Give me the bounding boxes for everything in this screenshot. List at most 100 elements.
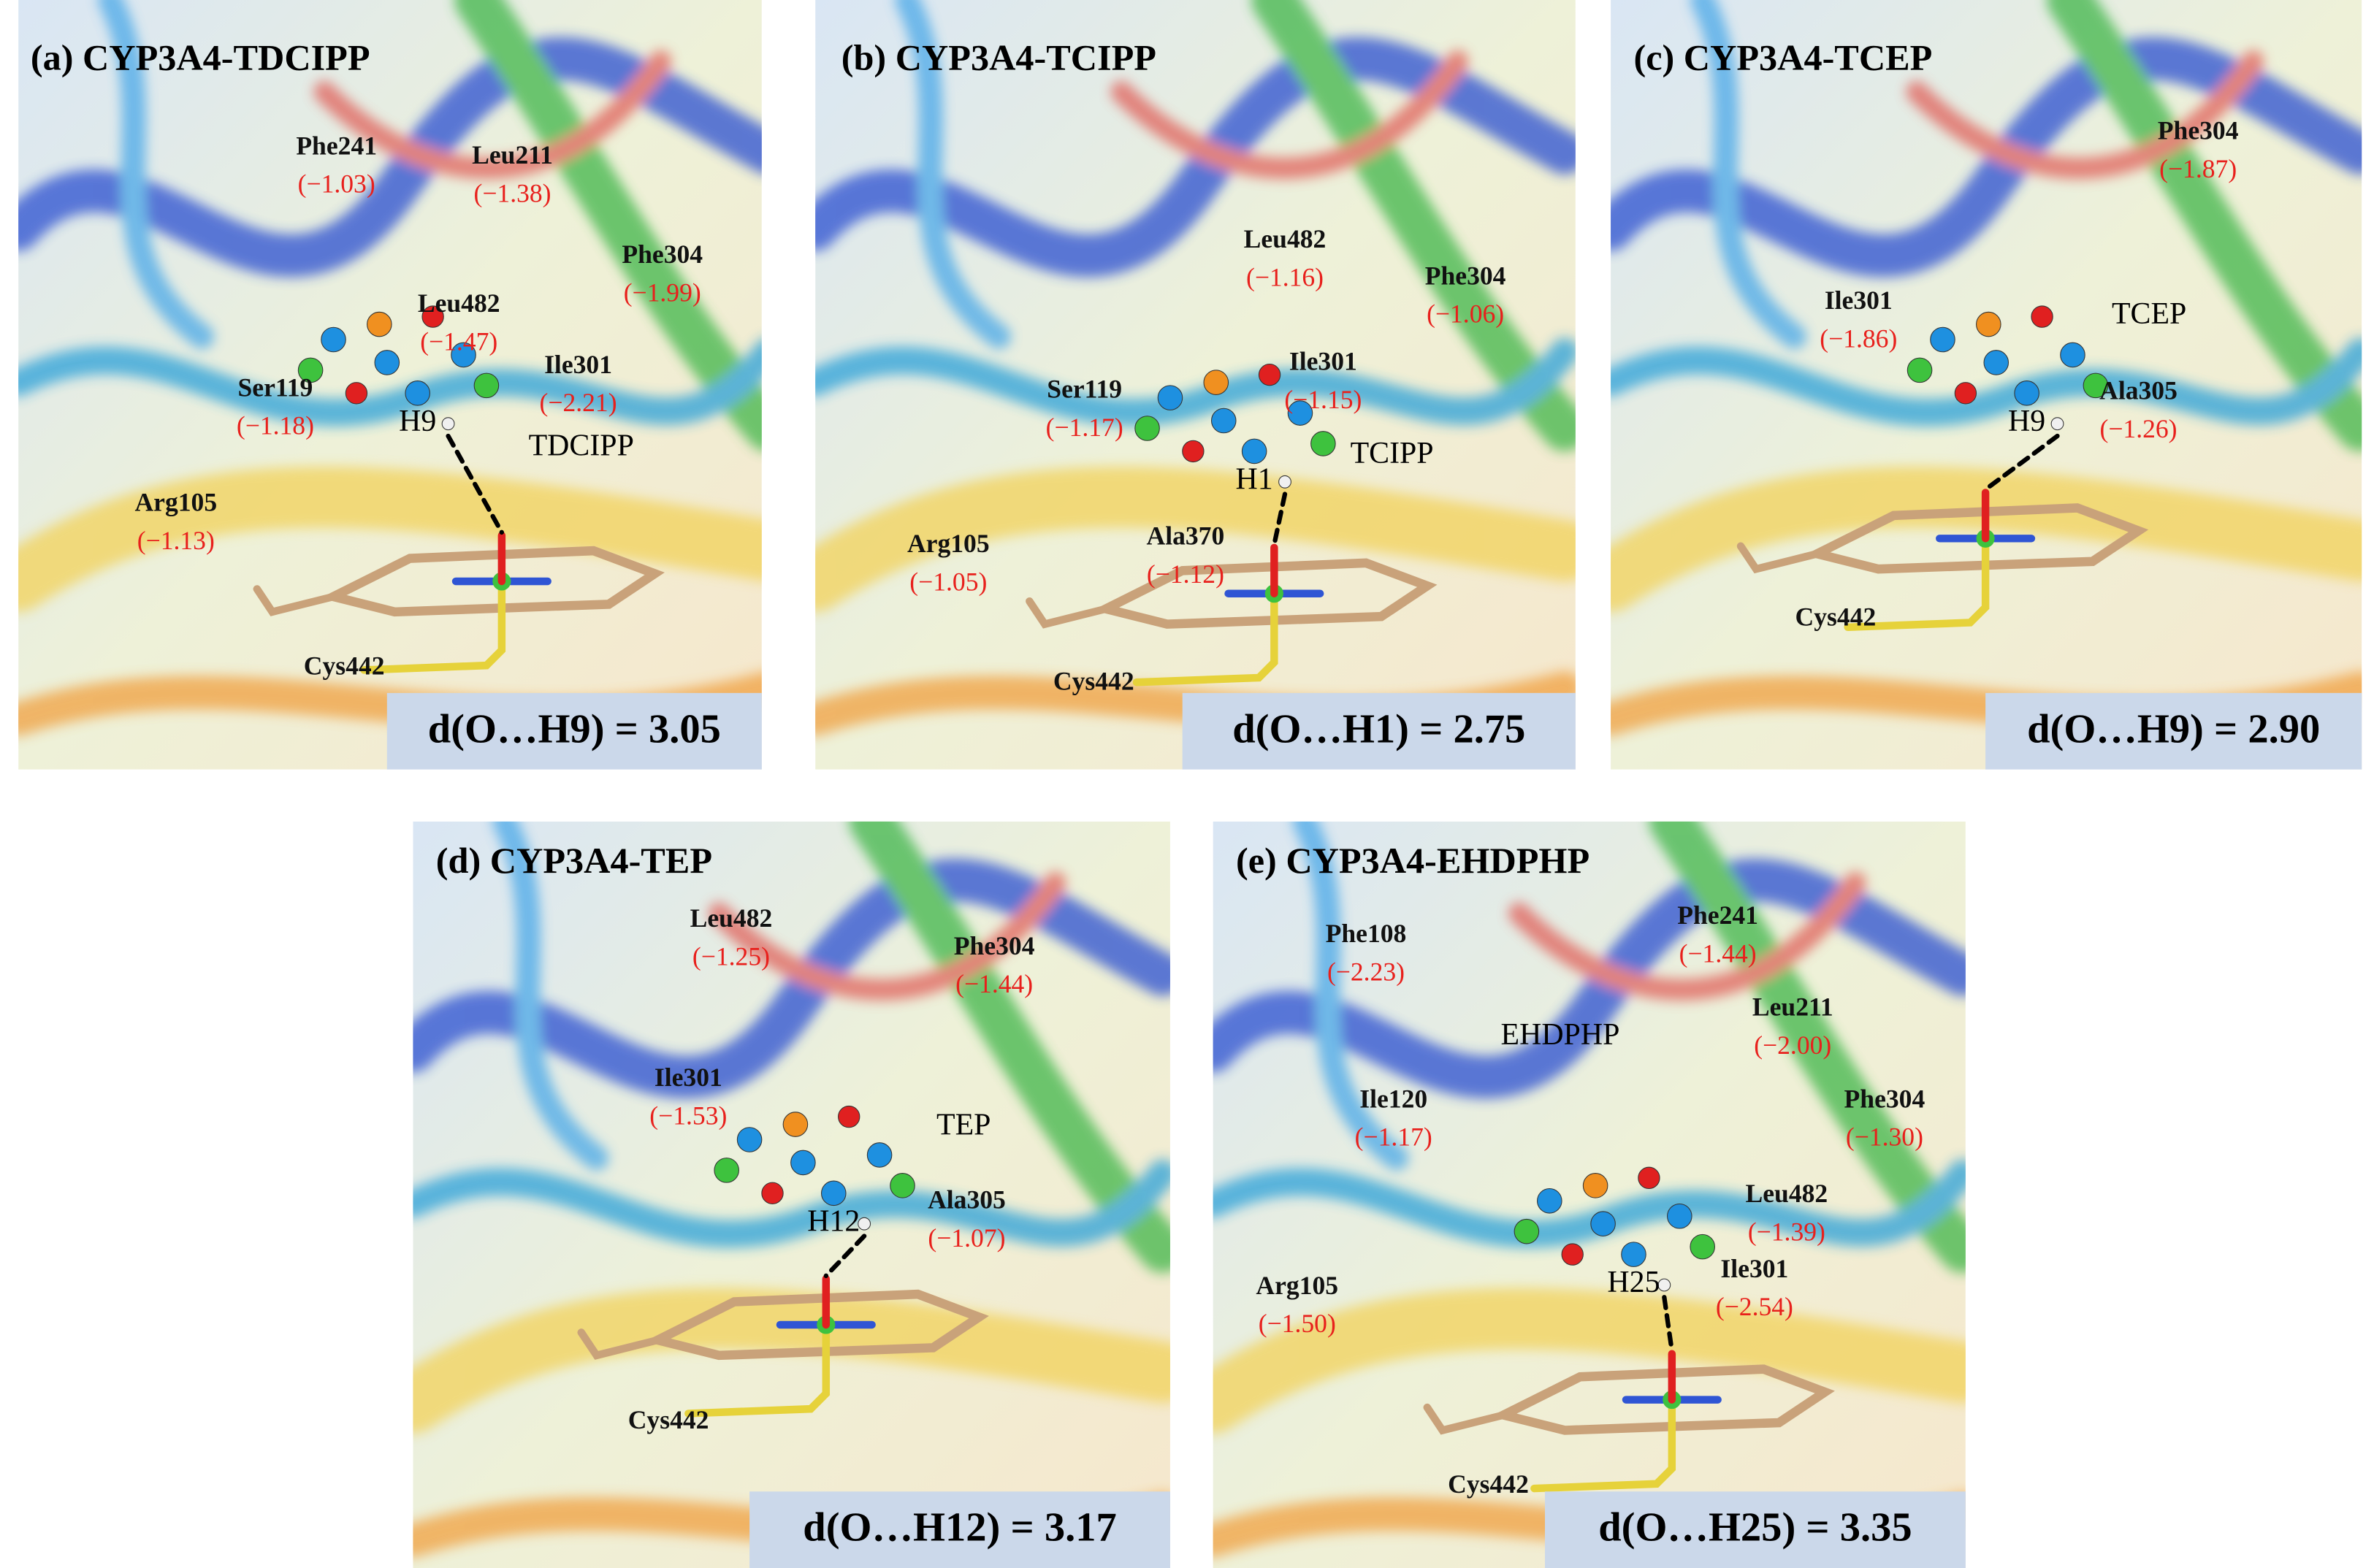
panel [18, 0, 762, 770]
residue-name: Ala305 [2099, 375, 2178, 405]
ligand-label: TDCIPP [529, 429, 634, 462]
hydrogen-label: H1 [1236, 462, 1273, 496]
ribbon [1906, 50, 2264, 180]
ligand-label: EHDPHP [1501, 1018, 1620, 1052]
atom [1210, 408, 1237, 434]
ligand [1907, 305, 2109, 431]
residue-name: Leu211 [1752, 993, 1833, 1022]
residue-name: Ile120 [1359, 1084, 1427, 1113]
ribbon [815, 466, 1576, 612]
residue-name: Leu482 [1746, 1179, 1828, 1208]
residue-energy: (−1.87) [2159, 154, 2237, 183]
residue-energy: (−1.18) [237, 411, 314, 440]
panel-title: (e) CYP3A4-EHDPHP [1236, 840, 1589, 881]
panel-title: (b) CYP3A4-TCIPP [841, 37, 1156, 77]
cys-bond [360, 577, 506, 674]
anchor-label: Cys442 [1053, 666, 1134, 695]
atom [858, 1217, 871, 1231]
ribbon [98, 0, 215, 349]
anchor-label: Cys442 [1448, 1469, 1529, 1499]
residue-name: Phe304 [622, 240, 703, 269]
atom [1157, 385, 1183, 410]
atom [367, 311, 392, 337]
ribbon [413, 1288, 1170, 1434]
atom [1690, 1234, 1715, 1260]
residue-name: Ser119 [1047, 374, 1122, 403]
residue-energy: (−1.13) [137, 526, 215, 555]
residue-energy: (−1.38) [473, 178, 551, 207]
distance-label: d(O…H12) = 3.17 [803, 1505, 1116, 1550]
residue-energy: (−1.17) [1046, 413, 1123, 442]
ribbon [1649, 821, 1966, 1273]
h-bond [1272, 492, 1288, 547]
residue-name: Phe241 [296, 131, 377, 160]
panel [1213, 821, 1966, 1568]
atom [1954, 382, 1977, 405]
ligand [1134, 363, 1336, 489]
distance-box [1985, 692, 2362, 770]
atom [451, 342, 476, 368]
distance-box [1182, 692, 1576, 770]
residue-energy: (−1.53) [649, 1101, 727, 1130]
distance-box [749, 1491, 1170, 1568]
heme-tail [253, 585, 337, 616]
heme [577, 1234, 989, 1418]
residue-name: Leu482 [690, 903, 773, 933]
residue-name: Phe304 [2158, 115, 2239, 145]
panel [815, 0, 1576, 770]
residue-energy: (−2.54) [1716, 1292, 1793, 1321]
ribbon [1508, 871, 1866, 1001]
atom [374, 350, 400, 375]
atom [1287, 400, 1313, 426]
atom [2083, 372, 2109, 399]
residue-energy: (−1.47) [420, 326, 497, 356]
ligand [297, 305, 500, 431]
ribbon [895, 0, 1012, 349]
residue-name: Leu482 [1244, 224, 1327, 253]
residue-energy: (−2.00) [1754, 1030, 1831, 1060]
heme-ring [1490, 1364, 1835, 1435]
distance-box [386, 692, 762, 770]
ribbon [313, 50, 672, 180]
atom [1667, 1203, 1692, 1229]
ribbon [1611, 337, 2362, 427]
heme [253, 433, 665, 674]
residue-energy: (−1.44) [1679, 938, 1757, 968]
atom [321, 326, 346, 353]
heme-ring [1093, 558, 1438, 629]
ligand [714, 1105, 915, 1231]
atom [1983, 350, 2009, 375]
residue-energy: (−1.25) [692, 942, 770, 971]
hydrogen-label: H25 [1607, 1266, 1660, 1299]
ribbon [492, 821, 609, 1171]
h-bond [446, 433, 504, 535]
heme-tail [577, 1328, 662, 1360]
ribbon [18, 466, 762, 612]
panel-title: (c) CYP3A4-TCEP [1633, 37, 1932, 77]
ribbon [1251, 0, 1576, 451]
atom [736, 1127, 763, 1152]
cys-bond [684, 1320, 831, 1418]
residue-name: Ile301 [1289, 347, 1357, 376]
residue-name: Ser119 [238, 372, 313, 402]
atom [1537, 1188, 1562, 1214]
heme [1423, 1295, 1835, 1493]
residue-name: Phe304 [1425, 261, 1506, 290]
ligand-label: TCEP [2112, 297, 2186, 331]
cys-bond [1530, 1396, 1676, 1493]
residue-energy: (−1.44) [955, 969, 1033, 998]
cys-bond [1844, 535, 1990, 632]
residue-name: Phe241 [1677, 900, 1758, 930]
h-bond [1982, 433, 2060, 492]
residue-name: Phe108 [1326, 919, 1407, 948]
atom [441, 417, 455, 431]
atom [1638, 1166, 1660, 1190]
residue-name: Ala305 [928, 1185, 1006, 1215]
distance-label: d(O…H25) = 3.35 [1598, 1505, 1912, 1550]
heme-ring [1804, 503, 2149, 574]
atom [1134, 416, 1160, 441]
atom [1907, 357, 1933, 383]
atom [2050, 417, 2064, 431]
hydrogen-label: H12 [807, 1204, 860, 1238]
